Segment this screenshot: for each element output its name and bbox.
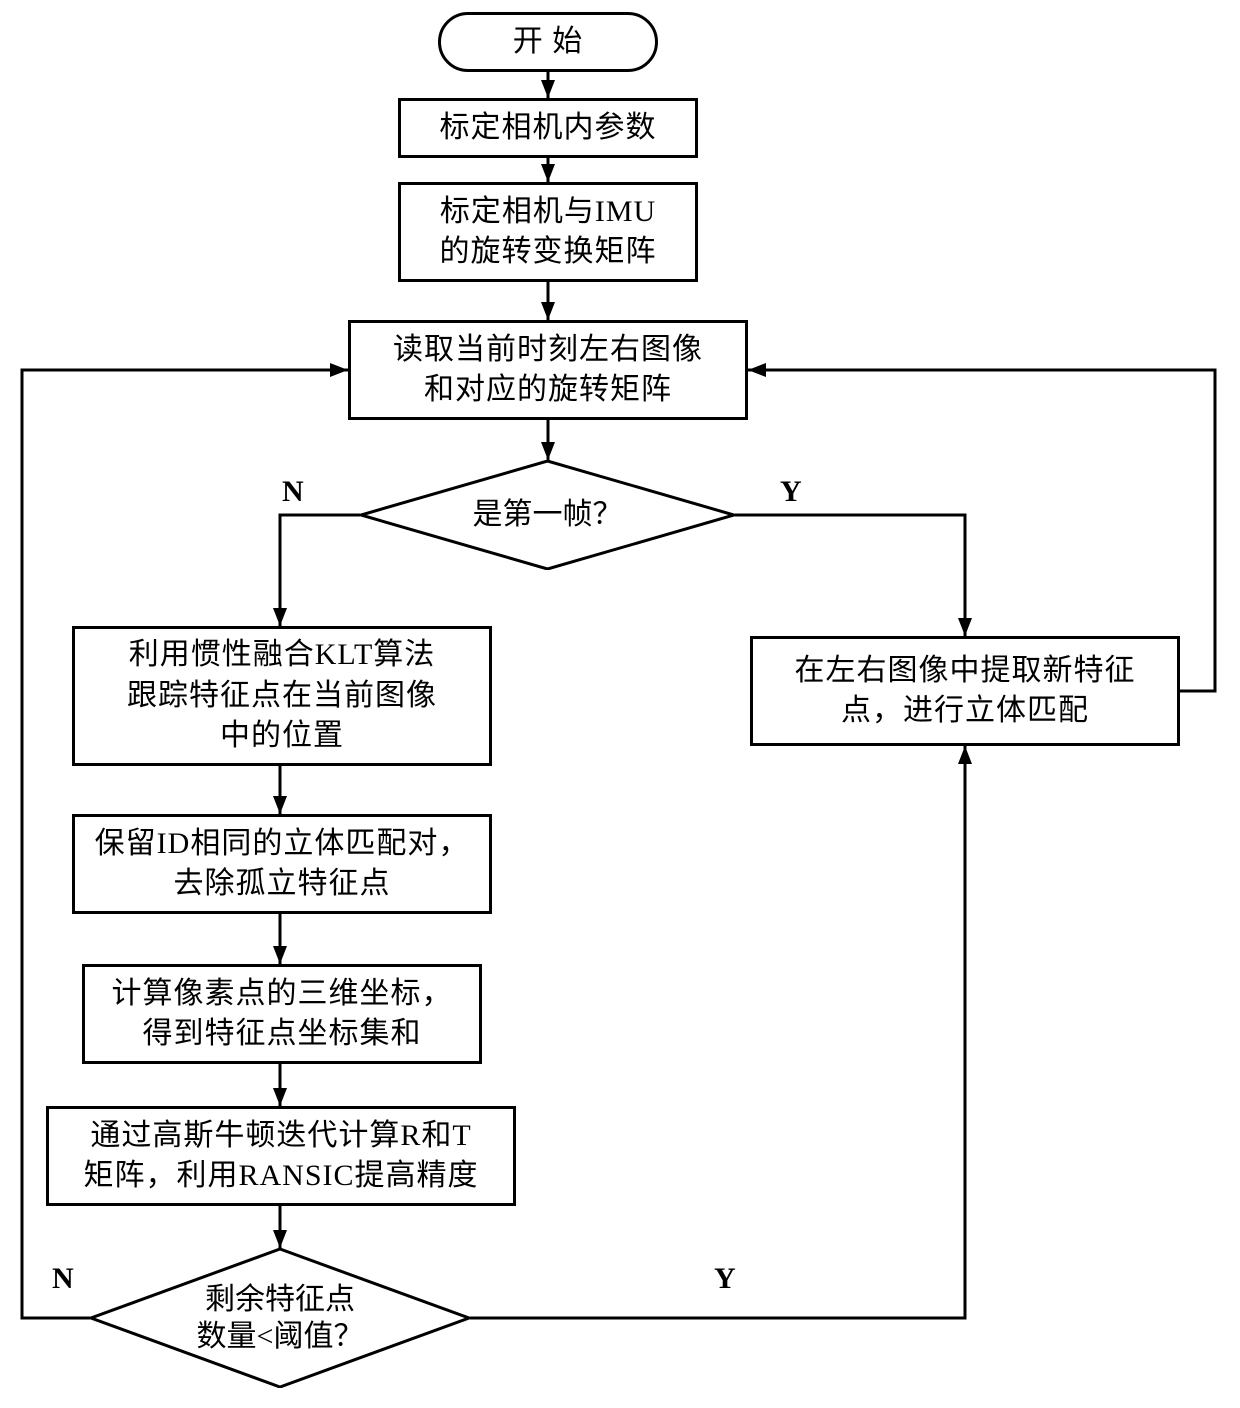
flowchart-canvas: 开 始标定相机内参数标定相机与IMU的旋转变换矩阵读取当前时刻左右图像和对应的旋… (0, 0, 1240, 1408)
process-n2: 标定相机与IMU的旋转变换矩阵 (398, 182, 698, 282)
process-nL1: 利用惯性融合KLT算法跟踪特征点在当前图像中的位置 (72, 626, 492, 766)
decision-label: 剩余特征点数量<阈值？ (90, 1248, 470, 1388)
process-nL3: 计算像素点的三维坐标，得到特征点坐标集和 (82, 964, 482, 1064)
process-nL4: 通过高斯牛顿迭代计算R和T矩阵，利用RANSIC提高精度 (46, 1106, 516, 1206)
decision-d1: 是第一帧？ (360, 460, 735, 570)
decision-label: 是第一帧？ (360, 460, 735, 570)
edge-label-d2_Y: Y (714, 1262, 736, 1296)
process-nL2: 保留ID相同的立体匹配对，去除孤立特征点 (72, 814, 492, 914)
edge-label-d1_N: N (282, 475, 304, 509)
decision-d2: 剩余特征点数量<阈值？ (90, 1248, 470, 1388)
process-nR: 在左右图像中提取新特征点，进行立体匹配 (750, 636, 1180, 746)
edge-label-d2_N: N (52, 1262, 74, 1296)
process-n3: 读取当前时刻左右图像和对应的旋转矩阵 (348, 320, 748, 420)
process-n1: 标定相机内参数 (398, 98, 698, 158)
terminator-start: 开 始 (438, 12, 658, 72)
edge-label-d1_Y: Y (780, 475, 802, 509)
